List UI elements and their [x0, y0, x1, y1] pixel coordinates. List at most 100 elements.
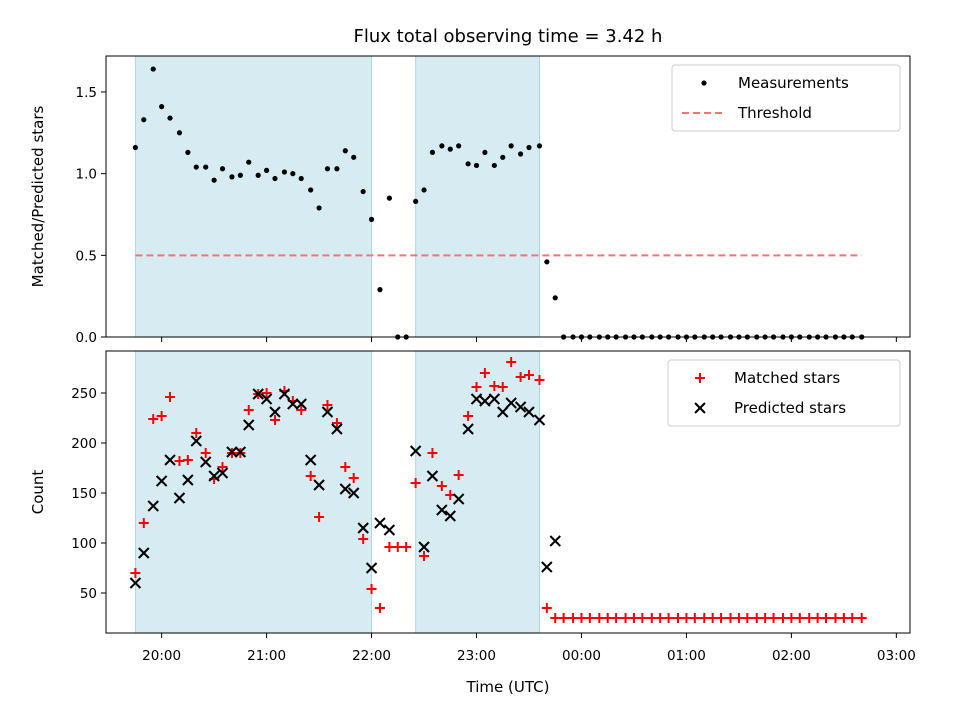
measurement-point	[439, 143, 445, 149]
measurement-point	[298, 175, 304, 182]
measurement-point	[360, 188, 366, 195]
legend-label: Matched stars	[734, 369, 840, 387]
predicted-star-point	[444, 510, 456, 522]
matched-star-point	[374, 603, 385, 613]
matched-star-point	[366, 584, 377, 594]
measurement-point	[159, 104, 165, 110]
matched-star-point	[576, 613, 587, 623]
matched-star-point	[261, 388, 272, 398]
measurement-point	[368, 216, 375, 222]
predicted-star-point	[374, 517, 386, 529]
measurement-point	[526, 144, 532, 151]
x-tick-label: 22:00	[352, 648, 391, 664]
top-y-axis-label: Matched/Predicted stars	[29, 106, 47, 288]
predicted-star-point	[164, 454, 176, 466]
shaded-interval-2	[415, 55, 540, 338]
matched-star-point	[471, 382, 482, 392]
measurement-point	[552, 295, 558, 301]
matched-star-point	[305, 471, 316, 481]
matched-star-point	[269, 415, 280, 425]
matched-star-point	[646, 613, 657, 623]
matched-star-point	[673, 613, 684, 623]
x-tick-label: 03:00	[877, 648, 916, 664]
matched-star-point	[768, 613, 779, 623]
measurement-point	[176, 130, 183, 136]
predicted-star-point	[295, 398, 307, 410]
matched-star-point	[191, 428, 202, 438]
matched-star-point	[812, 613, 823, 623]
measurement-point	[255, 172, 261, 178]
matched-star-point	[602, 613, 613, 623]
matched-star-point	[479, 368, 490, 378]
matched-star-point	[340, 462, 351, 472]
y-tick-label: 150	[71, 486, 97, 502]
matched-star-point	[637, 613, 648, 623]
y-tick-label: 50	[80, 586, 97, 602]
predicted-star-point	[252, 388, 264, 400]
matched-star-point	[716, 613, 727, 623]
matched-star-point	[165, 392, 176, 402]
matched-star-point	[331, 418, 342, 428]
x-tick-label: 21:00	[247, 648, 286, 664]
shaded-interval-2	[415, 350, 540, 634]
legend-marker	[695, 373, 705, 383]
matched-star-point	[296, 405, 307, 415]
y-tick-label: 0.0	[76, 330, 97, 346]
measurement-point	[465, 161, 471, 167]
predicted-star-point	[216, 467, 229, 479]
measurement-point	[193, 164, 199, 170]
measurement-point	[413, 198, 419, 205]
top-x-ticks	[161, 337, 897, 342]
top-axes-frame	[105, 55, 911, 338]
predicted-star-point	[488, 393, 501, 405]
matched-star-point	[174, 456, 185, 466]
predicted-star-point	[339, 483, 352, 495]
measurement-point	[132, 144, 138, 151]
predicted-star-point	[287, 398, 299, 410]
matched-star-point	[392, 542, 403, 552]
matched-star-point	[733, 613, 744, 623]
matched-star-point	[689, 613, 700, 623]
matched-star-point	[427, 448, 438, 458]
y-tick-label: 250	[71, 386, 97, 402]
matched-star-point	[794, 613, 805, 623]
predicted-star-point	[549, 535, 561, 547]
predicted-star-point	[260, 393, 273, 405]
predicted-star-point	[541, 561, 553, 573]
matched-star-point	[804, 613, 815, 623]
measurement-point	[482, 149, 488, 155]
measurement-point	[272, 175, 278, 182]
x-tick-label: 01:00	[667, 648, 706, 664]
matched-star-point	[681, 613, 692, 623]
top-y-ticks: 0.0 0.5 1.0 1.5	[76, 85, 106, 346]
measurement-point	[263, 167, 270, 173]
measurement-point	[185, 149, 191, 155]
matched-star-point	[322, 400, 333, 410]
y-tick-label: 1.0	[76, 167, 97, 183]
measurement-point	[308, 187, 314, 193]
bottom-axes-frame	[105, 350, 911, 634]
measurement-point	[229, 174, 235, 180]
predicted-star-point	[462, 423, 474, 435]
measurement-point	[377, 287, 383, 293]
matched-star-point	[410, 478, 421, 488]
bottom-y-ticks: 50 100 150 200 250	[71, 386, 106, 602]
predicted-star-point	[208, 470, 220, 482]
matched-star-point	[489, 381, 500, 391]
predicted-star-point	[533, 414, 546, 426]
predicted-star-point	[138, 547, 150, 559]
measurement-point	[211, 177, 217, 183]
predicted-star-point	[436, 504, 448, 516]
matched-star-point	[751, 613, 762, 623]
measurement-point	[237, 172, 243, 178]
matched-star-point	[314, 512, 325, 522]
measurement-point	[421, 187, 427, 193]
matched-star-point	[453, 470, 464, 480]
predicted-star-point	[331, 423, 343, 435]
measurement-point	[544, 259, 550, 265]
matched-star-point	[620, 613, 631, 623]
y-tick-label: 100	[71, 536, 97, 552]
measurement-point	[203, 164, 209, 170]
x-tick-label: 00:00	[562, 648, 601, 664]
matched-star-point	[384, 542, 395, 552]
